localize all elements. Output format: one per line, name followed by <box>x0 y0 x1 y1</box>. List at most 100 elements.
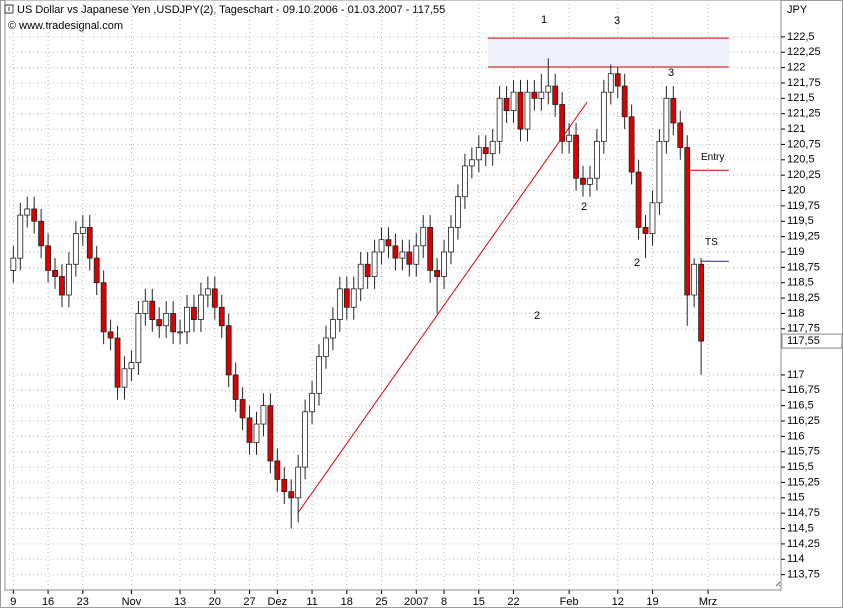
candle-body <box>399 251 406 259</box>
y-tick-label: 121,75 <box>787 77 821 89</box>
candle-body <box>288 491 295 499</box>
candle-body <box>503 97 510 112</box>
candle-body <box>323 337 329 357</box>
candle-body <box>642 226 649 234</box>
candle-body <box>663 97 670 142</box>
candle-body <box>607 73 614 93</box>
candle-body <box>593 140 600 179</box>
candle-body <box>336 288 343 320</box>
y-tick-label: 119,25 <box>787 231 820 243</box>
grid <box>5 0 781 590</box>
candle-body <box>260 405 267 425</box>
candle-body <box>253 423 260 443</box>
candle-body <box>52 270 58 277</box>
candle-body <box>149 300 156 320</box>
candle-body <box>59 276 65 296</box>
y-tick-label: 120,5 <box>787 154 815 166</box>
candle-body <box>17 214 24 259</box>
candle-body <box>156 319 163 327</box>
target-zone <box>487 38 729 67</box>
candle-body <box>316 356 322 394</box>
x-tick-label: Feb <box>560 596 579 608</box>
y-tick-label: 122,5 <box>787 31 815 43</box>
y-tick-label: 114,75 <box>787 507 820 519</box>
candle-body <box>274 460 281 480</box>
candle-body <box>462 165 468 198</box>
candle-body <box>170 313 177 333</box>
wave-label: 2 <box>634 257 640 269</box>
y-tick-label: 119 <box>787 246 805 258</box>
candle-body <box>218 306 225 327</box>
candle-body <box>524 91 531 130</box>
y-tick-label: 115 <box>787 492 805 504</box>
x-tick-label: 27 <box>243 596 255 608</box>
candle-body <box>427 226 434 271</box>
y-tick-label: 116 <box>787 430 805 442</box>
x-tick-label: 19 <box>646 596 658 608</box>
candle-body <box>545 85 552 93</box>
candle-body <box>246 417 253 443</box>
x-tick-label: 22 <box>507 596 519 608</box>
candle-body <box>163 313 170 327</box>
candle-body <box>211 288 218 308</box>
candle-body <box>66 263 72 296</box>
candle-body <box>204 288 211 296</box>
candle-body <box>510 91 517 112</box>
candle-body <box>482 147 489 155</box>
y-tick-label: 120,25 <box>787 169 821 181</box>
candle-body <box>621 85 628 118</box>
plot-area <box>4 0 782 591</box>
candle-body <box>684 147 691 296</box>
candle-body <box>86 226 93 259</box>
x-tick-label: 23 <box>77 596 89 608</box>
candle-body <box>656 140 663 204</box>
y-tick-label: 115,5 <box>787 461 814 473</box>
candle-body <box>538 91 545 99</box>
candle-body <box>677 122 684 148</box>
candle-body <box>371 251 378 277</box>
candle-body <box>434 270 441 277</box>
y-tick-label: 120,75 <box>787 138 821 150</box>
candle-body <box>698 263 705 342</box>
candle-body <box>531 91 538 99</box>
y-tick-label: 114,5 <box>787 522 814 534</box>
x-tick-label: Dez <box>268 596 288 608</box>
wave-label: 3 <box>614 15 620 27</box>
candle-body <box>441 251 447 277</box>
candle-body <box>191 306 197 320</box>
candle-body <box>413 245 420 265</box>
y-tick-label: 114,25 <box>787 538 820 550</box>
chart-title: US Dollar vs Japanese Yen ,USDJPY(2), Ta… <box>17 4 445 16</box>
candle-body <box>121 368 128 388</box>
candle-body <box>385 239 392 247</box>
candle-body <box>455 196 461 228</box>
wave-label: 2 <box>534 310 540 322</box>
candle-body <box>177 331 183 334</box>
candle-body <box>184 306 190 333</box>
y-tick-label: 115,25 <box>787 476 820 488</box>
y-tick-label: 122 <box>787 62 805 74</box>
y-tick-label: 118,5 <box>787 277 814 289</box>
candle-body <box>357 263 364 290</box>
x-tick-label: 15 <box>473 596 485 608</box>
candle-body <box>614 73 621 87</box>
candle-body <box>198 294 204 320</box>
candle-body <box>281 478 288 493</box>
y-tick-label: 120 <box>787 184 805 196</box>
candle-body <box>100 282 107 333</box>
y-tick-label: 114 <box>787 553 805 565</box>
candle-body <box>587 177 593 185</box>
candle-body <box>330 319 336 339</box>
candle-body <box>128 362 135 370</box>
candle-body <box>343 288 350 308</box>
entry-label: Entry <box>701 152 724 163</box>
candle-body <box>267 405 274 462</box>
candle-body <box>600 91 607 142</box>
candle-body <box>392 245 399 259</box>
candle-body <box>566 134 573 142</box>
x-tick-label: 8 <box>441 596 447 608</box>
candle-body <box>72 233 79 265</box>
candle-body <box>225 325 232 376</box>
candle-body <box>38 220 45 247</box>
